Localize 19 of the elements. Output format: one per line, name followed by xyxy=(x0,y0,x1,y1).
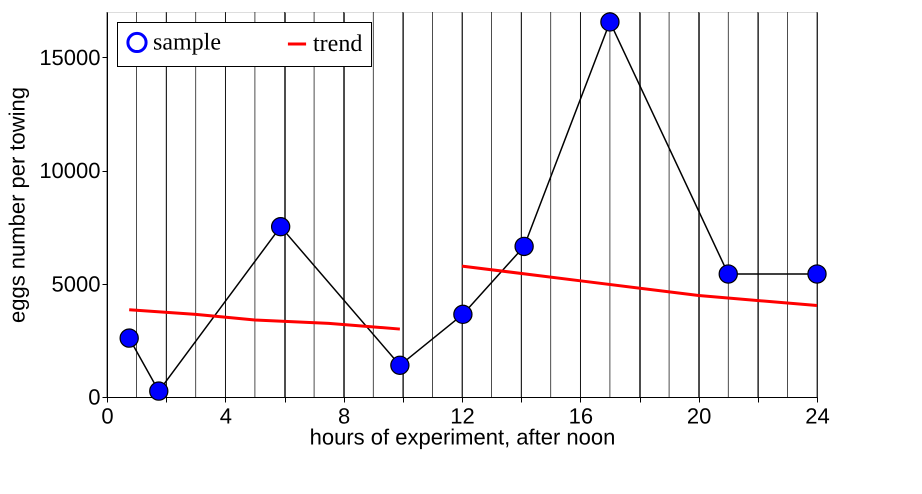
point xyxy=(600,12,620,32)
y-axis-title: eggs number per towing xyxy=(4,86,30,324)
point xyxy=(149,381,168,401)
point xyxy=(807,264,827,284)
x-tick-label: 24 xyxy=(805,404,830,428)
y-tick-label: 5000 xyxy=(52,271,100,296)
point xyxy=(270,217,290,236)
legend-label: sample xyxy=(153,29,221,56)
x-tick-label: 20 xyxy=(686,404,712,428)
point xyxy=(120,328,139,348)
y-tick-label: 10000 xyxy=(39,158,100,184)
point xyxy=(390,356,410,375)
point xyxy=(514,236,534,256)
x-tick-label: 4 xyxy=(220,404,232,428)
point xyxy=(453,304,473,324)
point xyxy=(718,264,738,284)
y-tick-label: 0 xyxy=(88,384,100,410)
y-tick-label: 15000 xyxy=(39,44,100,70)
legend-label: trend xyxy=(313,31,362,57)
